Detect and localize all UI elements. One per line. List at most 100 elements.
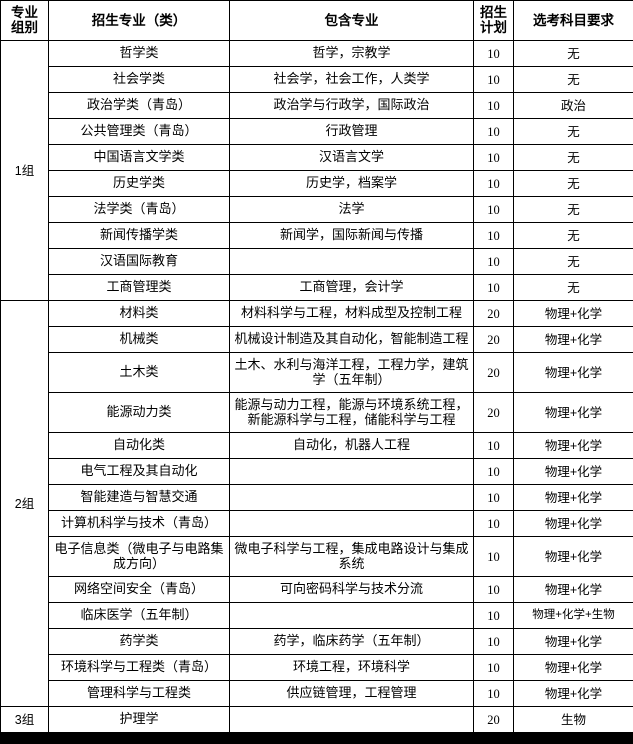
table-row: 管理科学与工程类 供应链管理，工程管理 10 物理+化学 (1, 680, 633, 707)
subject-requirement-cell: 无 (513, 248, 633, 275)
plan-count-cell: 10 (473, 248, 514, 275)
included-majors-cell (229, 510, 474, 537)
major-name-cell: 电气工程及其自动化 (48, 458, 230, 485)
header-includes: 包含专业 (229, 0, 474, 41)
plan-count-cell: 20 (473, 300, 514, 327)
included-majors-cell: 历史学，档案学 (229, 170, 474, 197)
included-majors-cell: 法学 (229, 196, 474, 223)
included-majors-cell (229, 458, 474, 485)
table-body: 1组 哲学类 哲学，宗教学 10 无社会学类 社会学，社会工作，人类学 10 无政治学类（青岛… (0, 40, 633, 733)
major-name-cell: 电子信息类（微电子与电路集成方向） (48, 536, 230, 577)
subject-requirement-cell: 无 (513, 66, 633, 93)
plan-count-cell: 20 (473, 392, 514, 433)
subject-requirement-cell: 物理+化学 (513, 458, 633, 485)
table-row: 1组 哲学类 哲学，宗教学 10 无 (0, 40, 633, 301)
plan-count-cell: 10 (473, 628, 514, 655)
subject-requirement-cell: 物理+化学 (513, 352, 633, 393)
plan-count-cell: 10 (473, 274, 514, 301)
included-majors-cell: 自动化，机器人工程 (229, 432, 474, 459)
included-majors-cell: 行政管理 (229, 118, 474, 145)
plan-count-cell: 10 (473, 92, 514, 119)
included-majors-cell: 药学，临床药学（五年制） (229, 628, 474, 655)
plan-count-cell: 10 (473, 432, 514, 459)
included-majors-cell: 机械设计制造及其自动化，智能制造工程 (229, 326, 474, 353)
subject-requirement-cell: 无 (513, 40, 633, 67)
included-majors-cell: 微电子科学与工程，集成电路设计与集成系统 (229, 536, 474, 577)
included-majors-cell: 汉语言文学 (229, 144, 474, 171)
included-majors-cell: 可向密码科学与技术分流 (229, 576, 474, 603)
major-name-cell: 能源动力类 (48, 392, 230, 433)
header-major: 招生专业（类） (48, 0, 230, 41)
table-row: 能源动力类 能源与动力工程，能源与环境系统工程，新能源科学与工程，储能科学与工程 2… (1, 392, 633, 433)
table-header: 专业 组别 招生专业（类） 包含专业 招生 计划 选考科目要求 (0, 0, 633, 41)
table-row: 公共管理类（青岛） 行政管理 10 无 (1, 118, 633, 145)
group-label-cell: 3组 (0, 706, 49, 733)
table-row: 临床医学（五年制） 10 物理+化学+生物 (1, 602, 633, 629)
subject-requirement-cell: 物理+化学 (513, 628, 633, 655)
included-majors-cell: 土木、水利与海洋工程，工程力学，建筑学（五年制） (229, 352, 474, 393)
table-row: 新闻传播学类 新闻学，国际新闻与传播 10 无 (1, 222, 633, 249)
major-name-cell: 土木类 (48, 352, 230, 393)
header-plan-line1: 招生 (480, 5, 507, 21)
included-majors-cell: 材料科学与工程，材料成型及控制工程 (229, 300, 474, 327)
subject-requirement-cell: 无 (513, 274, 633, 301)
subject-requirement-cell: 物理+化学 (513, 536, 633, 577)
major-name-cell: 工商管理类 (48, 274, 230, 301)
table-row: 药学类 药学，临床药学（五年制） 10 物理+化学 (1, 628, 633, 655)
plan-count-cell: 20 (473, 352, 514, 393)
table-row: 土木类 土木、水利与海洋工程，工程力学，建筑学（五年制） 20 物理+化学 (1, 352, 633, 393)
major-name-cell: 护理学 (48, 706, 230, 733)
subject-requirement-cell: 物理+化学 (513, 510, 633, 537)
included-majors-cell: 社会学，社会工作，人类学 (229, 66, 474, 93)
plan-count-cell: 10 (473, 118, 514, 145)
table-row: 社会学类 社会学，社会工作，人类学 10 无 (1, 66, 633, 93)
major-name-cell: 哲学类 (48, 40, 230, 67)
subject-requirement-cell: 物理+化学 (513, 654, 633, 681)
included-majors-cell: 供应链管理，工程管理 (229, 680, 474, 707)
table-row: 3组 护理学 20 生物 (0, 706, 633, 733)
header-subject: 选考科目要求 (513, 0, 633, 41)
included-majors-cell (229, 706, 474, 733)
major-name-cell: 汉语国际教育 (48, 248, 230, 275)
included-majors-cell (229, 602, 474, 629)
plan-count-cell: 10 (473, 170, 514, 197)
included-majors-cell (229, 248, 474, 275)
major-name-cell: 公共管理类（青岛） (48, 118, 230, 145)
major-name-cell: 材料类 (48, 300, 230, 327)
included-majors-cell (229, 484, 474, 511)
major-name-cell: 智能建造与智慧交通 (48, 484, 230, 511)
table-row: 环境科学与工程类（青岛） 环境工程，环境科学 10 物理+化学 (1, 654, 633, 681)
major-name-cell: 网络空间安全（青岛） (48, 576, 230, 603)
table-row: 历史学类 历史学，档案学 10 无 (1, 170, 633, 197)
table-row: 政治学类（青岛） 政治学与行政学，国际政治 10 政治 (1, 92, 633, 119)
plan-count-cell: 10 (473, 680, 514, 707)
major-name-cell: 历史学类 (48, 170, 230, 197)
plan-count-cell: 10 (473, 510, 514, 537)
subject-requirement-cell: 物理+化学 (513, 680, 633, 707)
subject-requirement-cell: 物理+化学+生物 (513, 602, 633, 629)
major-name-cell: 管理科学与工程类 (48, 680, 230, 707)
major-name-cell: 中国语言文学类 (48, 144, 230, 171)
subject-requirement-cell: 无 (513, 118, 633, 145)
subject-requirement-cell: 无 (513, 144, 633, 171)
plan-count-cell: 10 (473, 602, 514, 629)
subject-requirement-cell: 无 (513, 196, 633, 223)
major-name-cell: 新闻传播学类 (48, 222, 230, 249)
plan-count-cell: 10 (473, 536, 514, 577)
included-majors-cell: 能源与动力工程，能源与环境系统工程，新能源科学与工程，储能科学与工程 (229, 392, 474, 433)
plan-count-cell: 10 (473, 576, 514, 603)
header-plan: 招生 计划 (473, 0, 514, 41)
group-label-cell: 1组 (0, 40, 49, 301)
table-row: 中国语言文学类 汉语言文学 10 无 (1, 144, 633, 171)
major-name-cell: 自动化类 (48, 432, 230, 459)
header-group-line2: 组别 (11, 19, 38, 35)
header-row: 专业 组别 招生专业（类） 包含专业 招生 计划 选考科目要求 (0, 0, 633, 41)
plan-count-cell: 10 (473, 144, 514, 171)
plan-count-cell: 10 (473, 222, 514, 249)
major-name-cell: 社会学类 (48, 66, 230, 93)
subject-requirement-cell: 物理+化学 (513, 326, 633, 353)
subject-requirement-cell: 生物 (513, 706, 633, 733)
